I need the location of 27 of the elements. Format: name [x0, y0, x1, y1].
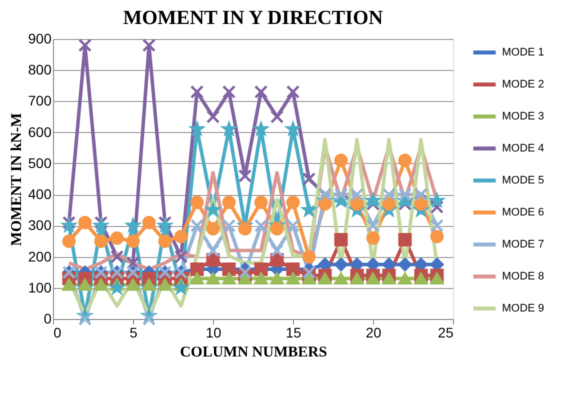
y-tick-label: 100: [28, 279, 52, 296]
y-tick-label: 300: [28, 217, 52, 234]
x-tick-label: 15: [286, 324, 302, 340]
y-axis-title: MOMENT IN kN-M: [9, 112, 26, 246]
y-tick-label: 400: [28, 186, 52, 202]
x-tick-label: 10: [206, 324, 222, 340]
y-tick-label: 800: [28, 62, 52, 78]
legend-label: MODE 9: [502, 302, 544, 314]
y-tick-label: 900: [28, 30, 52, 46]
legend-label: MODE 6: [502, 206, 544, 218]
x-tick-label: 25: [438, 324, 454, 340]
chart-title: MOMENT IN Y DIRECTION: [123, 7, 384, 29]
legend-label: MODE 8: [502, 270, 544, 282]
legend-label: MODE 1: [502, 46, 544, 58]
y-tick-label: 200: [28, 248, 52, 264]
legend-label: MODE 5: [502, 174, 544, 186]
y-tick-label: 0: [44, 310, 52, 326]
legend-label: MODE 7: [502, 238, 544, 250]
x-tick-label: 5: [130, 324, 138, 340]
legend-label: MODE 4: [502, 142, 544, 154]
x-axis-title: COLUMN NUMBERS: [180, 344, 328, 360]
y-tick-label: 500: [28, 154, 52, 171]
y-tick-label: 600: [28, 124, 52, 140]
y-tick-label: 700: [28, 92, 52, 109]
x-tick-label: 20: [366, 324, 382, 340]
legend-label: MODE 3: [502, 110, 544, 122]
legend-label: MODE 2: [502, 78, 544, 90]
